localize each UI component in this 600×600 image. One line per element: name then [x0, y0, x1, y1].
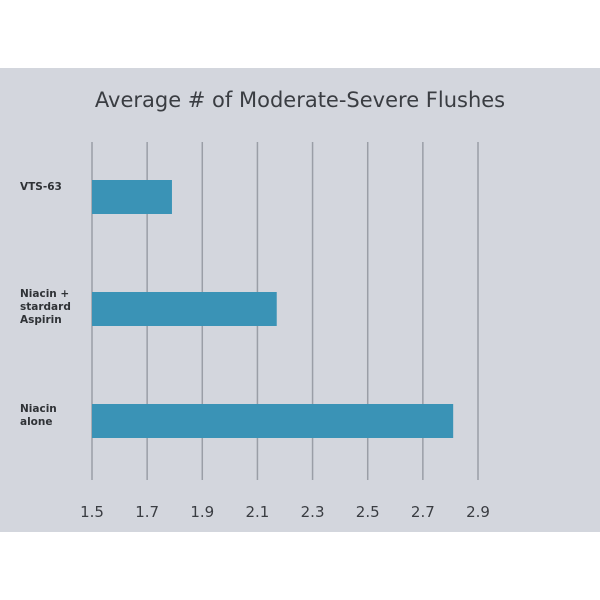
x-tick-label: 2.7 — [411, 503, 435, 521]
x-tick-label: 2.1 — [245, 503, 269, 521]
x-tick-label: 1.5 — [80, 503, 104, 521]
category-label-line: stardard — [20, 301, 71, 313]
category-label-line: Aspirin — [20, 314, 62, 326]
x-tick-label: 1.7 — [135, 503, 159, 521]
category-label-vts-63: VTS-63 — [20, 181, 90, 194]
x-tick-label: 2.3 — [301, 503, 325, 521]
category-label-line: VTS-63 — [20, 181, 62, 193]
category-label-niacin-alone: Niacin alone — [20, 403, 90, 429]
bar — [92, 292, 277, 326]
category-label-niacin-aspirin: Niacin + stardard Aspirin — [20, 288, 90, 327]
x-tick-label: 1.9 — [190, 503, 214, 521]
category-label-line: Niacin — [20, 403, 57, 415]
x-tick-label: 2.5 — [356, 503, 380, 521]
x-tick-label: 2.9 — [466, 503, 490, 521]
category-label-line: Niacin + — [20, 288, 70, 300]
bar — [92, 404, 454, 438]
chart-title: Average # of Moderate-Severe Flushes — [94, 88, 506, 112]
category-label-line: alone — [20, 416, 53, 428]
bar — [92, 180, 172, 214]
